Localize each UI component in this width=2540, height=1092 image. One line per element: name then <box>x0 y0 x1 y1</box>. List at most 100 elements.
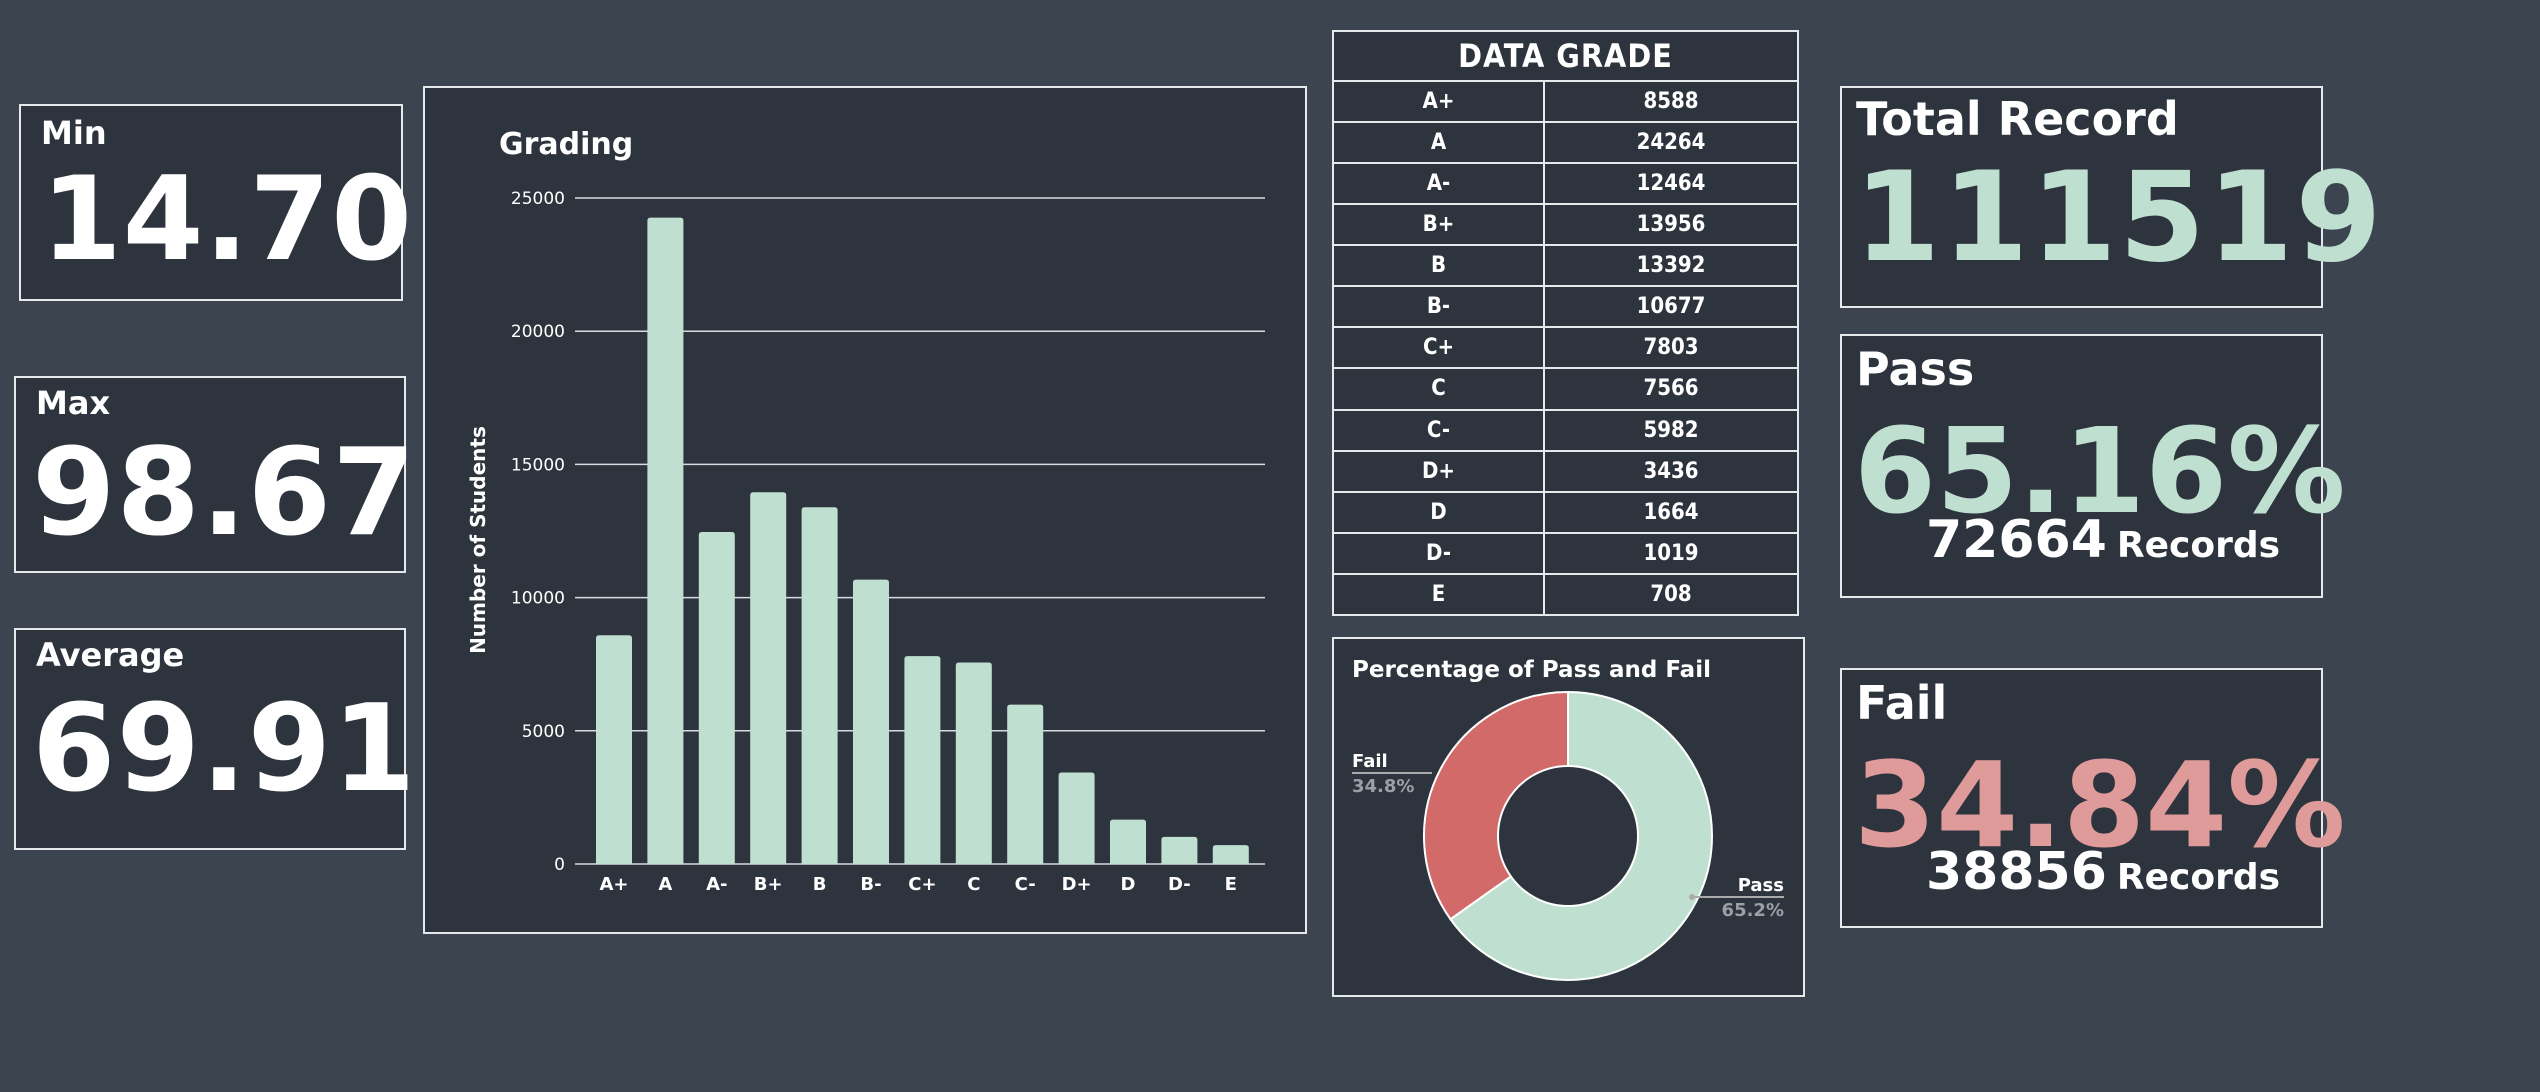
bar-A+ <box>596 635 632 864</box>
x-tick-label: A <box>658 874 672 895</box>
x-tick-label: A- <box>706 874 727 895</box>
count-cell: 7803 <box>1543 326 1799 370</box>
grade-cell: B- <box>1332 285 1545 329</box>
grade-cell: C+ <box>1332 326 1545 370</box>
bar-C- <box>1007 704 1044 864</box>
grade-table-header: DATA GRADE <box>1332 30 1799 82</box>
x-tick-labels: A+ A A- B+ B B- C+ C C- D+ D D- E <box>599 874 1236 895</box>
count-cell: 7566 <box>1543 367 1799 411</box>
grading-chart-card: Grading Number of Students 0 5000 10000 150… <box>423 86 1307 934</box>
pass-slice-label: Pass <box>1738 875 1784 896</box>
y-grid <box>575 197 1265 865</box>
table-row: D 1664 <box>1332 490 1799 534</box>
pass-label: Pass <box>1856 342 1975 396</box>
bar-D <box>1110 819 1146 864</box>
grade-cell: A- <box>1332 162 1545 206</box>
fail-card: Fail 34.84% 38856 Records <box>1840 668 2345 928</box>
pass-records-word: Records <box>2116 525 2281 566</box>
max-label: Max <box>36 384 111 422</box>
donut-title: Percentage of Pass and Fail <box>1352 657 1711 683</box>
grade-cell: A+ <box>1332 79 1545 124</box>
fail-records-word: Records <box>2116 857 2281 898</box>
x-tick-label: D- <box>1168 874 1191 895</box>
y-axis-label: Number of Students <box>466 426 490 654</box>
table-row: D- 1019 <box>1332 531 1799 575</box>
total-record-card: Total Record 111519 <box>1840 86 2382 308</box>
min-value: 14.70 <box>41 152 413 287</box>
pass-slice-value: 65.2% <box>1722 900 1784 921</box>
bar-C+ <box>904 656 941 864</box>
grade-cell: E <box>1332 572 1545 617</box>
count-cell: 708 <box>1543 572 1799 617</box>
fail-slice-value: 34.8% <box>1352 776 1414 797</box>
y-tick-label: 0 <box>554 855 565 875</box>
grade-cell: C <box>1332 367 1545 411</box>
total-record-label: Total Record <box>1856 92 2179 146</box>
grade-cell: D- <box>1332 531 1545 575</box>
table-row: C+ 7803 <box>1332 326 1799 370</box>
table-row: A+ 8588 <box>1332 79 1799 124</box>
grade-table: DATA GRADE A+ 8588 A 24264 A- 12464 B+ 13956 B 13… <box>1332 30 1799 617</box>
count-cell: 13956 <box>1543 203 1799 247</box>
bar-B+ <box>750 492 787 864</box>
count-cell: 12464 <box>1543 162 1799 206</box>
table-row: E 708 <box>1332 572 1799 617</box>
table-row: C 7566 <box>1332 367 1799 411</box>
count-cell: 5982 <box>1543 408 1799 452</box>
count-cell: 1019 <box>1543 531 1799 575</box>
count-cell: 24264 <box>1543 121 1799 165</box>
max-card: Max 98.67 <box>14 376 416 573</box>
x-tick-label: C <box>967 874 980 895</box>
pass-card: Pass 65.16% 72664 Records <box>1840 334 2345 598</box>
x-tick-label: D <box>1121 874 1136 895</box>
y-tick-label: 20000 <box>511 322 565 342</box>
fail-label: Fail <box>1856 676 1948 730</box>
pass-records: 72664 Records <box>1926 510 2280 570</box>
table-row: B 13392 <box>1332 244 1799 288</box>
chart-title: Grading <box>499 127 633 162</box>
count-cell: 10677 <box>1543 285 1799 329</box>
bar-D- <box>1161 836 1198 864</box>
grade-cell: A <box>1332 121 1545 165</box>
pass-records-count: 72664 <box>1926 510 2107 570</box>
table-row: A 24264 <box>1332 121 1799 165</box>
grade-cell: B+ <box>1332 203 1545 247</box>
count-cell: 3436 <box>1543 449 1799 493</box>
fail-slice-label: Fail <box>1352 751 1388 772</box>
grade-cell: D+ <box>1332 449 1545 493</box>
grade-cell: C- <box>1332 408 1545 452</box>
table-row: D+ 3436 <box>1332 449 1799 493</box>
average-card: Average 69.91 <box>14 628 416 850</box>
x-tick-label: D+ <box>1062 874 1092 895</box>
pass-fail-donut: Percentage of Pass and Fail Fail 34.8% P… <box>1352 657 1784 981</box>
y-tick-label: 10000 <box>511 589 565 609</box>
x-tick-label: E <box>1225 874 1237 895</box>
x-tick-label: B- <box>860 874 881 895</box>
x-tick-label: B+ <box>754 874 783 895</box>
fail-records: 38856 Records <box>1926 842 2280 902</box>
grading-chart: Grading Number of Students 0 5000 10000 150… <box>466 127 1265 895</box>
count-cell: 13392 <box>1543 244 1799 288</box>
x-tick-label: C+ <box>908 874 936 895</box>
x-tick-label: C- <box>1015 874 1036 895</box>
min-label: Min <box>41 114 107 152</box>
total-record-value: 111519 <box>1854 146 2384 290</box>
bar-B- <box>853 579 889 864</box>
bar-A <box>647 217 684 864</box>
donut-slice-pass <box>1449 690 1713 981</box>
y-tick-labels: 0 5000 10000 15000 20000 25000 <box>511 189 565 875</box>
bar-B <box>801 507 838 864</box>
x-tick-label: B <box>813 874 827 895</box>
grade-cell: D <box>1332 490 1545 534</box>
bars <box>596 217 1249 864</box>
table-row: B+ 13956 <box>1332 203 1799 247</box>
y-tick-label: 15000 <box>511 455 565 475</box>
min-card: Min 14.70 <box>19 104 412 301</box>
y-tick-label: 5000 <box>522 722 565 742</box>
bar-E <box>1212 845 1249 864</box>
donut-slices <box>1423 690 1713 981</box>
pass-fail-chart-card: Percentage of Pass and Fail Fail 34.8% P… <box>1332 637 1805 997</box>
fail-records-count: 38856 <box>1926 842 2107 902</box>
average-label: Average <box>36 636 185 674</box>
count-cell: 1664 <box>1543 490 1799 534</box>
